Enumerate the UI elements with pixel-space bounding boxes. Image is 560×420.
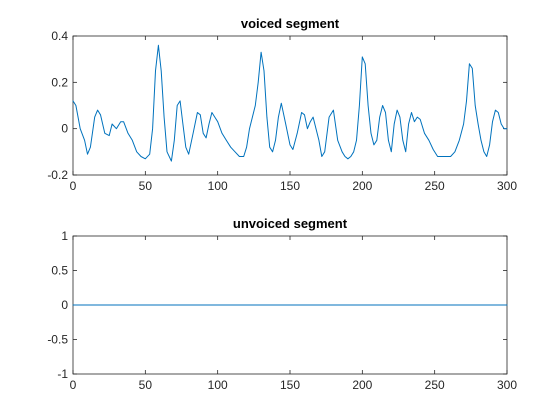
y-tick-label: 0.2 — [51, 75, 68, 89]
x-tick-label: 0 — [70, 179, 77, 193]
subplot-2: unvoiced segment 0 50 100 150 200 250 300 -1 -0.5… — [47, 216, 517, 392]
x-tick-label: 300 — [497, 179, 517, 193]
y-tick-label: 0.4 — [51, 29, 68, 43]
y-tick-label: 1 — [61, 229, 68, 243]
y-tick-label: -0.2 — [47, 168, 68, 182]
x-tick-label: 150 — [280, 179, 300, 193]
x-tick-label: 50 — [139, 378, 153, 392]
y-tick-label: -0.5 — [47, 333, 68, 347]
x-tick-label: 200 — [352, 179, 372, 193]
x-tick-label: 300 — [497, 378, 517, 392]
x-tick-label: 100 — [208, 378, 228, 392]
x-tick-label: 100 — [208, 179, 228, 193]
axes-box — [72, 35, 508, 176]
x-tick-label: 50 — [139, 179, 153, 193]
x-tick-label: 150 — [280, 378, 300, 392]
series-line — [72, 44, 508, 162]
x-tick-label: 200 — [352, 378, 372, 392]
x-tick-label: 250 — [425, 179, 445, 193]
y-tick-label: -1 — [57, 367, 68, 381]
y-tick-label: 0.5 — [51, 264, 68, 278]
chart-title: unvoiced segment — [233, 216, 348, 231]
y-tick-label: 0 — [61, 298, 68, 312]
x-tick-label: 250 — [425, 378, 445, 392]
chart-title: voiced segment — [241, 16, 340, 31]
x-tick-label: 0 — [70, 378, 77, 392]
y-tick-label: 0 — [61, 122, 68, 136]
